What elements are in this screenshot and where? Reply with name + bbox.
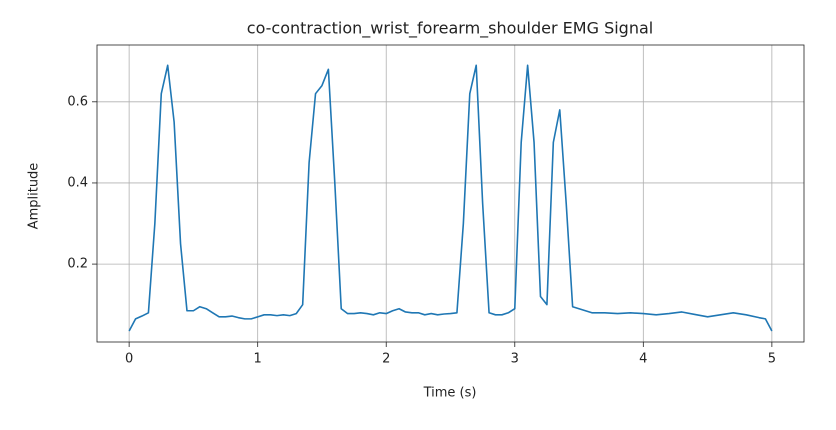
x-axis-label: Time (s) <box>423 386 477 401</box>
x-tick-label: 4 <box>639 352 647 367</box>
y-tick-label: 0.6 <box>67 94 88 109</box>
y-tick-label: 0.2 <box>67 257 88 272</box>
chart-title: co-contraction_wrist_forearm_shoulder EM… <box>247 19 653 39</box>
y-tick-label: 0.4 <box>67 175 88 190</box>
x-tick-label: 0 <box>125 352 133 367</box>
y-axis-label: Amplitude <box>27 163 42 230</box>
x-tick-label: 1 <box>254 352 262 367</box>
data-line <box>128 64 773 332</box>
x-tick-label: 5 <box>768 352 776 367</box>
x-tick-label: 3 <box>511 352 519 367</box>
plot-frame <box>96 44 805 343</box>
x-tick-label: 2 <box>382 352 390 367</box>
